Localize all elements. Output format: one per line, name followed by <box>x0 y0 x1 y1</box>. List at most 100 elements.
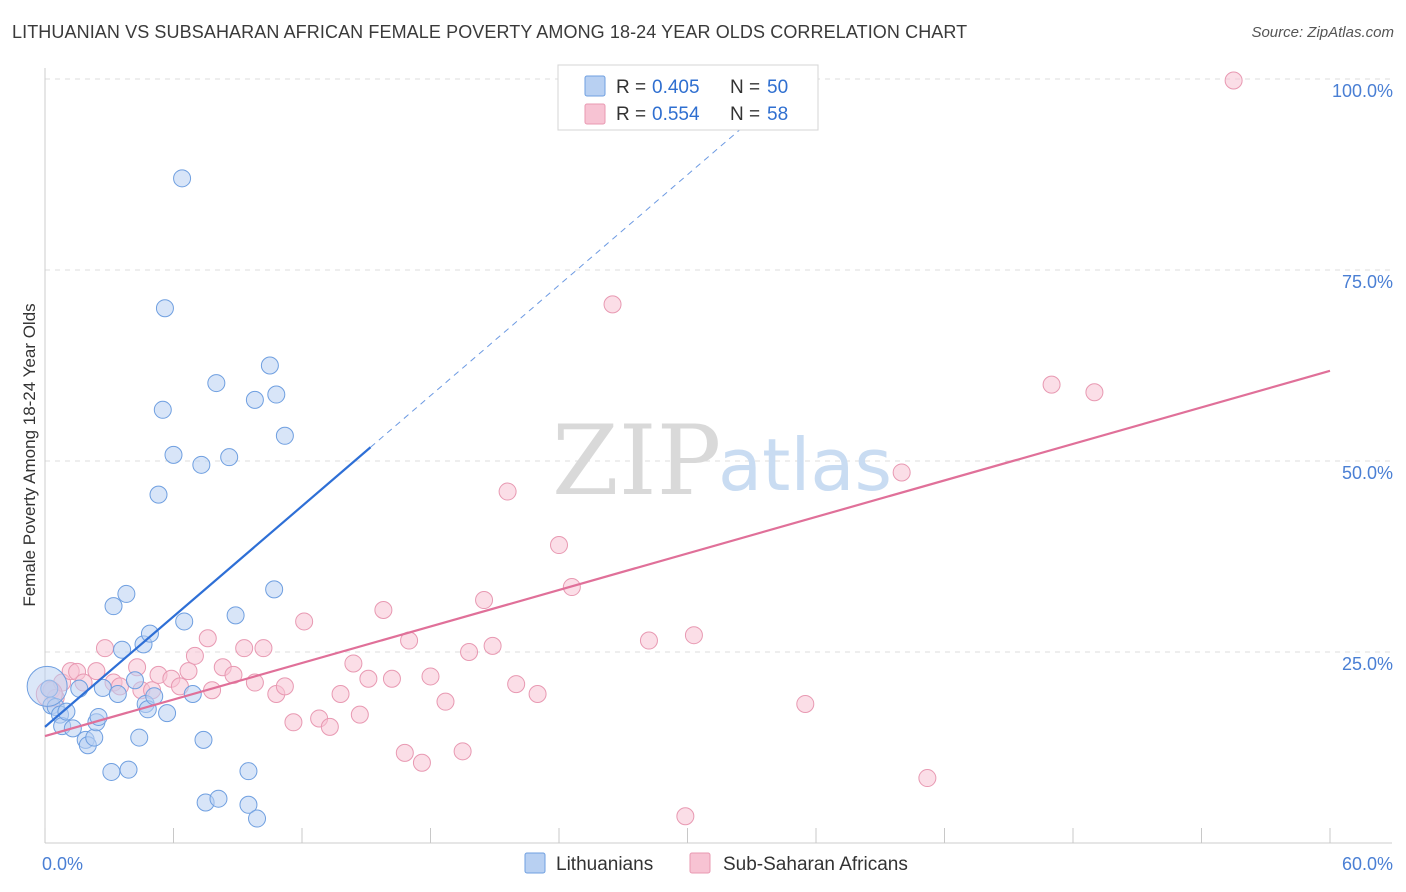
data-point-sub-saharan <box>507 675 526 694</box>
data-point-sub-saharan <box>892 463 911 482</box>
legend-n-value-1: 50 <box>767 77 788 98</box>
data-point-sub-saharan <box>275 677 294 696</box>
legend-n-label-2: N = <box>730 104 760 125</box>
data-point-sub-saharan <box>320 717 339 736</box>
data-point-sub-saharan <box>179 662 198 681</box>
data-point-sub-saharan <box>684 626 703 645</box>
data-point-lithuanians <box>130 728 149 747</box>
data-point-lithuanians <box>149 485 168 504</box>
legend-label-sub-saharan: Sub-Saharan Africans <box>723 854 908 875</box>
legend-r-value-1: 0.405 <box>652 77 700 98</box>
trend-line-sub-saharan <box>44 369 1331 738</box>
legend-n-value-2: 58 <box>767 104 788 125</box>
legend-swatch-lithuanians-bottom <box>524 852 546 874</box>
legend-r-label-1: R = <box>616 77 646 98</box>
data-point-sub-saharan <box>460 643 479 661</box>
data-point-sub-saharan <box>603 295 622 314</box>
axes <box>44 68 1392 844</box>
data-point-lithuanians-large <box>26 665 68 707</box>
data-point-lithuanians <box>164 445 183 464</box>
trend-line-lithuanians <box>44 446 372 728</box>
source-label: Source: ZipAtlas.com <box>1251 24 1394 41</box>
data-point-lithuanians <box>194 730 213 749</box>
data-point-lithuanians <box>239 795 258 814</box>
data-point-sub-saharan <box>295 612 314 631</box>
data-point-lithuanians <box>209 789 228 808</box>
data-point-lithuanians <box>207 374 226 393</box>
data-point-sub-saharan <box>359 669 378 688</box>
trend-lines <box>44 128 1331 738</box>
data-point-sub-saharan <box>483 636 502 655</box>
data-point-lithuanians <box>175 612 194 631</box>
x-tick-label: 60.0% <box>1342 854 1393 874</box>
legend-swatch-lithuanians <box>584 75 606 97</box>
data-point-lithuanians <box>57 702 76 721</box>
data-point-sub-saharan <box>284 713 303 732</box>
data-point-lithuanians <box>108 685 127 704</box>
legend-swatch-sub-saharan-bottom <box>689 852 711 874</box>
data-point-lithuanians <box>119 760 138 779</box>
legend-label-lithuanians: Lithuanians <box>556 854 653 875</box>
data-point-sub-saharan <box>198 629 217 648</box>
data-point-sub-saharan <box>254 639 273 658</box>
trend-line-lithuanians-extension <box>370 128 742 448</box>
legend-n-label-1: N = <box>730 77 760 98</box>
data-point-lithuanians <box>265 580 284 599</box>
data-point-lithuanians <box>260 356 279 375</box>
data-point-sub-saharan <box>453 742 472 761</box>
data-point-lithuanians <box>267 385 286 404</box>
y-tick-label: 100.0% <box>1332 81 1393 101</box>
x-tick-labels: 0.0% 60.0% <box>42 854 1393 874</box>
data-point-sub-saharan <box>412 753 431 772</box>
data-point-lithuanians <box>239 762 258 781</box>
data-point-lithuanians <box>140 624 159 643</box>
data-point-sub-saharan <box>1085 383 1104 402</box>
data-point-lithuanians <box>125 671 144 690</box>
data-point-lithuanians <box>192 455 211 474</box>
data-point-sub-saharan <box>235 639 254 658</box>
data-point-lithuanians <box>245 390 264 409</box>
data-point-sub-saharan <box>918 769 937 788</box>
data-point-sub-saharan <box>550 536 568 555</box>
data-point-sub-saharan <box>498 482 517 501</box>
y-tick-labels: 25.0% 50.0% 75.0% 100.0% <box>1332 81 1393 674</box>
data-point-sub-saharan <box>639 631 658 650</box>
gridlines <box>45 78 1392 653</box>
data-point-lithuanians <box>173 169 192 188</box>
data-point-sub-saharan <box>436 692 455 711</box>
data-point-sub-saharan <box>796 694 815 713</box>
data-point-sub-saharan <box>382 669 401 688</box>
y-tick-label: 25.0% <box>1342 654 1393 674</box>
data-point-sub-saharan <box>87 662 106 681</box>
data-point-lithuanians <box>158 704 177 723</box>
correlation-legend: R = 0.405 N = 50 R = 0.554 N = 58 <box>557 64 819 131</box>
data-point-sub-saharan <box>95 639 114 658</box>
watermark-atlas: atlas <box>718 423 892 507</box>
data-point-lithuanians <box>220 448 239 467</box>
data-point-sub-saharan <box>475 591 494 610</box>
series-lithuanians-points <box>26 169 294 828</box>
x-tick-label: 0.0% <box>42 854 83 874</box>
chart-title: LITHUANIAN VS SUBSAHARAN AFRICAN FEMALE … <box>12 22 968 42</box>
data-point-sub-saharan <box>676 807 695 826</box>
watermark-zip: ZIP <box>552 405 721 517</box>
data-point-lithuanians <box>85 728 104 747</box>
y-tick-label: 75.0% <box>1342 272 1393 292</box>
legend-r-label-2: R = <box>616 104 646 125</box>
watermark: ZIP atlas <box>552 405 892 517</box>
data-point-sub-saharan <box>421 667 440 686</box>
data-point-sub-saharan <box>344 654 363 673</box>
data-point-sub-saharan <box>395 743 414 762</box>
data-point-lithuanians <box>226 606 245 625</box>
data-point-sub-saharan <box>374 600 393 619</box>
data-point-lithuanians <box>113 640 132 659</box>
data-point-lithuanians <box>248 809 267 828</box>
data-point-lithuanians <box>153 400 172 419</box>
data-point-lithuanians <box>70 679 89 698</box>
data-point-lithuanians <box>155 299 174 318</box>
data-point-lithuanians <box>102 762 121 781</box>
data-point-lithuanians <box>275 426 294 445</box>
data-point-lithuanians <box>117 584 136 603</box>
data-point-sub-saharan <box>1224 71 1243 90</box>
